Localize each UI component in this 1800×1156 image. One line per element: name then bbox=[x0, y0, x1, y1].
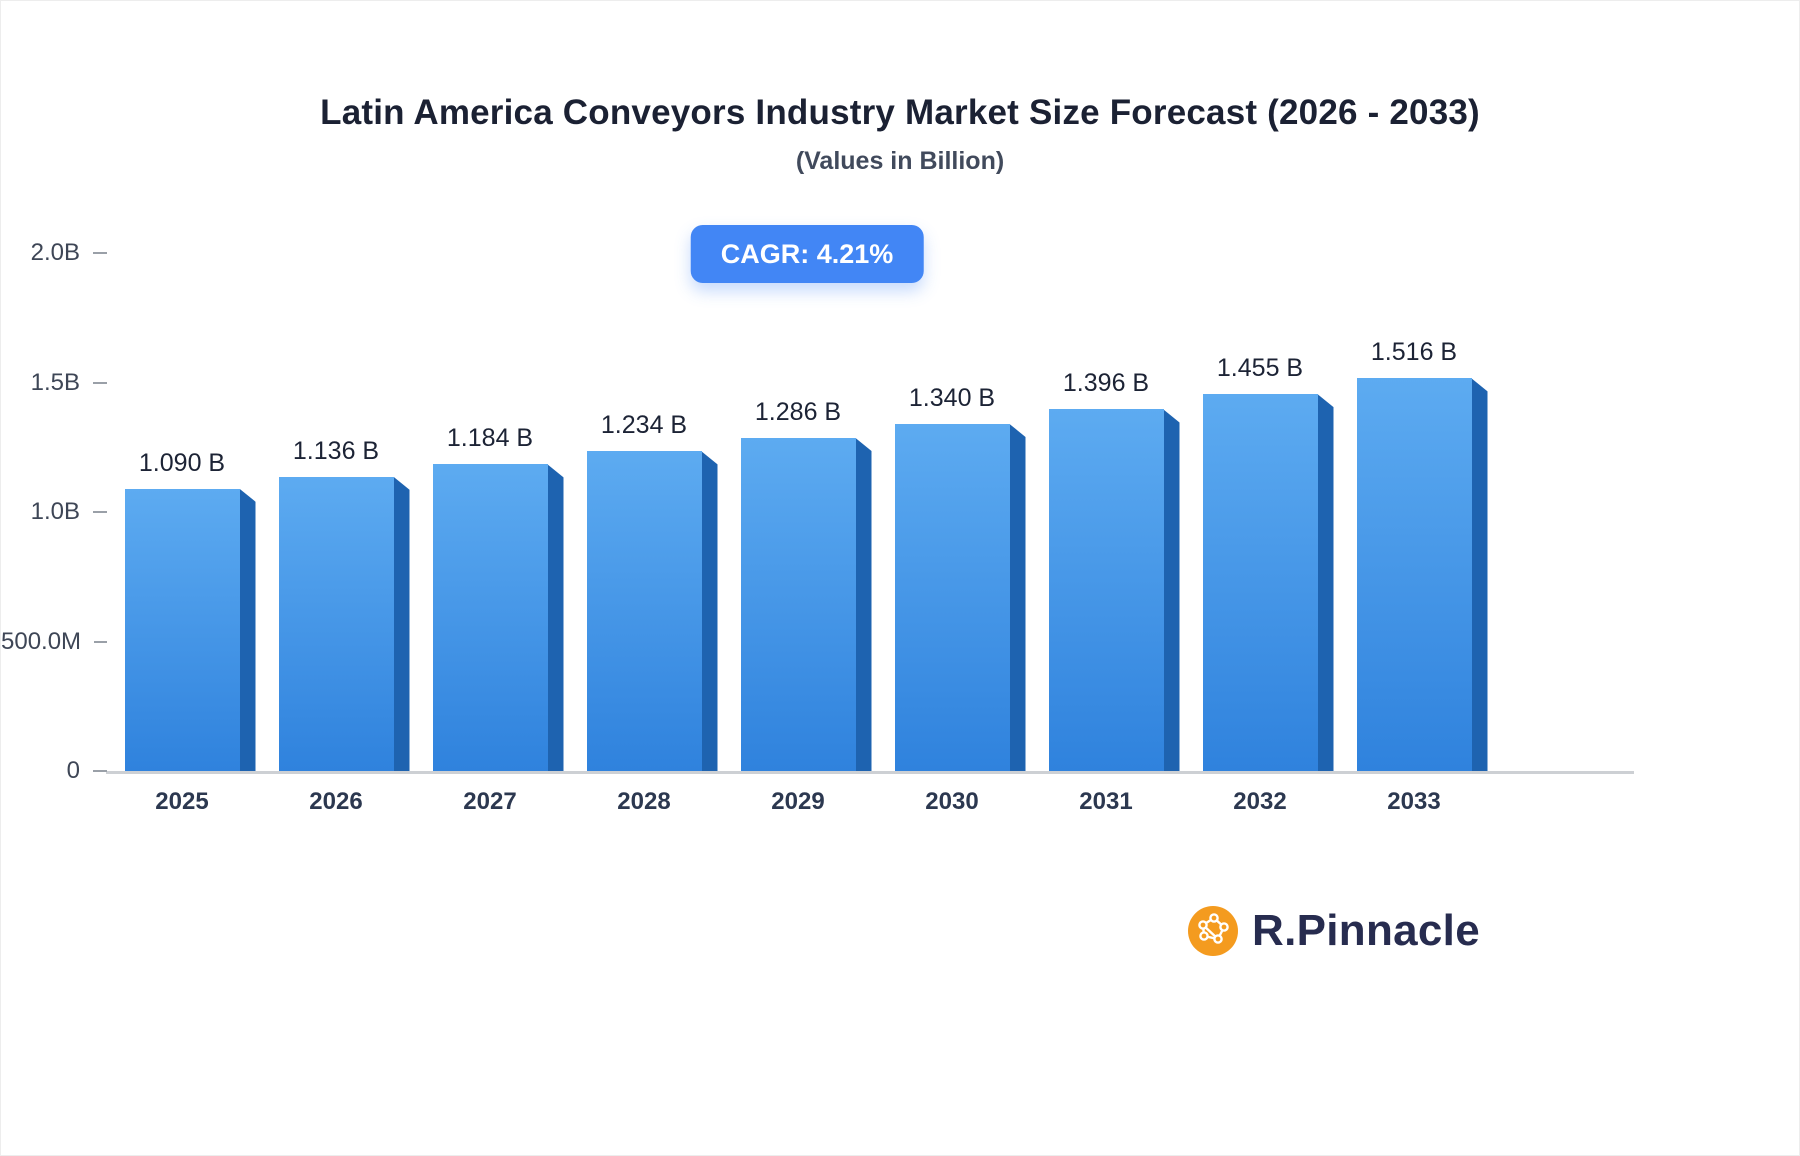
bar-side-3d bbox=[1163, 409, 1180, 771]
y-axis-tick-label: 2.0B bbox=[30, 239, 80, 266]
brand-logo: R.Pinnacle bbox=[1187, 905, 1480, 957]
x-axis-label: 2030 bbox=[925, 788, 979, 815]
chart-title: Latin America Conveyors Industry Market … bbox=[320, 93, 1480, 132]
bar-column: 1.455 B 2032 bbox=[1198, 253, 1338, 815]
bar-value-label: 1.455 B bbox=[1216, 354, 1304, 383]
bar-face bbox=[278, 476, 394, 771]
bar-face bbox=[894, 423, 1010, 771]
bar-side-3d bbox=[855, 437, 872, 771]
y-axis-tick-mark bbox=[94, 640, 107, 643]
network-molecule-icon bbox=[1188, 906, 1238, 956]
bar-value-label: 1.340 B bbox=[908, 383, 996, 412]
y-axis-tick-label: 0 bbox=[66, 757, 80, 784]
bar-column: 1.340 B 2030 bbox=[890, 253, 1030, 815]
bar: 1.396 B bbox=[1048, 369, 1180, 771]
bar-side-3d bbox=[1471, 378, 1488, 771]
bar-column: 1.516 B 2033 bbox=[1352, 253, 1492, 815]
bar: 1.090 B bbox=[124, 449, 256, 771]
cagr-badge: CAGR: 4.21% bbox=[690, 225, 924, 283]
y-axis-tick-mark bbox=[93, 381, 107, 384]
bar-value-label: 1.090 B bbox=[138, 448, 226, 477]
bar-side-3d bbox=[239, 488, 256, 771]
bar-side-3d bbox=[1009, 423, 1026, 771]
y-axis-tick-label: 500.0M bbox=[1, 627, 82, 655]
bar-value-label: 1.136 B bbox=[292, 436, 380, 465]
bar: 1.455 B bbox=[1202, 354, 1334, 771]
x-axis-label: 2026 bbox=[309, 788, 363, 815]
y-axis-tick-mark bbox=[93, 770, 107, 772]
bar-value-label: 1.396 B bbox=[1062, 369, 1150, 398]
brand-logo-text: R.Pinnacle bbox=[1252, 906, 1480, 955]
bar-column: 1.090 B 2025 bbox=[120, 253, 260, 815]
y-axis-tick: 1.5B bbox=[1, 369, 107, 397]
bar-column: 1.396 B 2031 bbox=[1044, 253, 1184, 815]
y-axis-tick-label: 1.5B bbox=[30, 368, 80, 396]
bars-container: 1.090 B 2025 1.136 B 2026 1.184 B 2027 1.234 B… bbox=[113, 253, 1499, 815]
y-axis-tick: 500.0M bbox=[1, 628, 107, 656]
bar-value-label: 1.516 B bbox=[1370, 338, 1458, 367]
bar-column: 1.286 B 2029 bbox=[736, 253, 876, 815]
bar: 1.340 B bbox=[894, 384, 1026, 771]
bar-side-3d bbox=[393, 476, 410, 771]
bar-face bbox=[1356, 378, 1472, 771]
x-axis-line bbox=[106, 771, 1634, 774]
bar: 1.136 B bbox=[278, 437, 410, 771]
bar-face bbox=[1048, 409, 1164, 771]
bar-side-3d bbox=[547, 464, 564, 771]
y-axis-tick: 0 bbox=[1, 757, 107, 785]
bar: 1.234 B bbox=[586, 411, 718, 771]
plot-area: 1.090 B 2025 1.136 B 2026 1.184 B 2027 1.234 B… bbox=[1, 239, 1634, 815]
y-axis-tick-label: 1.0B bbox=[30, 498, 80, 525]
x-axis-label: 2028 bbox=[617, 788, 671, 815]
y-axis-tick: 2.0B bbox=[1, 239, 107, 267]
bar-face bbox=[586, 451, 702, 771]
bar-face bbox=[124, 488, 240, 771]
bar-value-label: 1.286 B bbox=[754, 397, 842, 426]
bar-face bbox=[432, 464, 548, 771]
x-axis-label: 2031 bbox=[1079, 788, 1133, 815]
bar-face bbox=[1202, 394, 1318, 771]
y-axis-tick-mark bbox=[93, 252, 107, 254]
x-axis-label: 2032 bbox=[1233, 788, 1287, 815]
y-axis-tick: 1.0B bbox=[1, 498, 107, 526]
bar: 1.516 B bbox=[1356, 338, 1488, 771]
x-axis-label: 2029 bbox=[771, 788, 825, 815]
x-axis-label: 2033 bbox=[1387, 788, 1441, 815]
y-axis-tick-mark bbox=[93, 511, 107, 513]
chart-subtitle: (Values in Billion) bbox=[795, 147, 1005, 175]
x-axis-label: 2027 bbox=[463, 788, 517, 815]
x-axis-label: 2025 bbox=[155, 788, 209, 815]
bar-value-label: 1.234 B bbox=[600, 411, 688, 440]
bar: 1.286 B bbox=[740, 398, 872, 771]
bar-face bbox=[740, 437, 856, 771]
bar-value-label: 1.184 B bbox=[446, 424, 534, 453]
bar-column: 1.234 B 2028 bbox=[582, 253, 722, 815]
bar: 1.184 B bbox=[432, 424, 564, 771]
bar-column: 1.136 B 2026 bbox=[274, 253, 414, 815]
bar-side-3d bbox=[1317, 394, 1334, 771]
bar-column: 1.184 B 2027 bbox=[428, 253, 568, 815]
bar-side-3d bbox=[701, 451, 718, 771]
